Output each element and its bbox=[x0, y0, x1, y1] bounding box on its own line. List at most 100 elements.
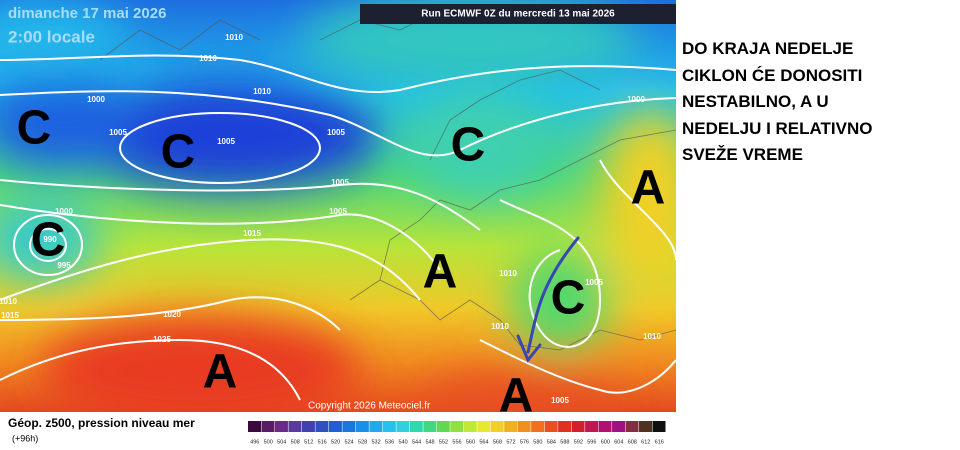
isobar-label: 1010 bbox=[499, 269, 517, 278]
scale-swatch bbox=[598, 421, 612, 432]
color-scale: 496 500 504 508 512 516 520 524 528 532 536 540 544 5… bbox=[248, 421, 666, 445]
time-label: 2:00 locale bbox=[8, 27, 95, 46]
scale-label: 544 bbox=[412, 439, 421, 445]
isobar-label: 1000 bbox=[55, 207, 73, 216]
isobar-label: 1005 bbox=[327, 128, 345, 137]
scale-label: 576 bbox=[520, 439, 529, 445]
map: 1010 1010 1010 1000 1005 1005 1005 1005 1005 1000… bbox=[0, 0, 676, 445]
scale-label: 516 bbox=[318, 439, 327, 445]
isobar-label: 1005 bbox=[217, 137, 235, 146]
scale-label: 548 bbox=[425, 439, 434, 445]
scale-label: 520 bbox=[331, 439, 340, 445]
scale-label: 588 bbox=[560, 439, 569, 445]
scale-label: 600 bbox=[601, 439, 610, 445]
scale-label: 608 bbox=[628, 439, 637, 445]
isobar-label: 1010 bbox=[253, 87, 271, 96]
caption: DO KRAJA NEDELJE CIKLON ĆE DONOSITI NESTAB… bbox=[682, 36, 952, 169]
isobar-label: 1010 bbox=[491, 322, 509, 331]
scale-label: 564 bbox=[479, 439, 488, 445]
scale-swatch bbox=[274, 421, 288, 432]
isobar bbox=[599, 159, 676, 261]
scale-label: 572 bbox=[506, 439, 515, 445]
isobar-label: 1010 bbox=[643, 332, 661, 341]
scale-swatch bbox=[436, 421, 450, 432]
scale-label: 616 bbox=[655, 439, 664, 445]
pressure-system: C bbox=[551, 272, 586, 325]
scale-swatch bbox=[531, 421, 545, 432]
isobar bbox=[29, 228, 67, 262]
isobar bbox=[0, 54, 676, 94]
isobar-label: 1005 bbox=[109, 128, 127, 137]
scale-swatch bbox=[571, 421, 585, 432]
caption-line: DO KRAJA NEDELJE bbox=[682, 39, 854, 58]
caption-line: CIKLON ĆE DONOSITI bbox=[682, 65, 863, 85]
isobars bbox=[0, 54, 676, 401]
isobar bbox=[479, 339, 676, 394]
scale-label: 596 bbox=[587, 439, 596, 445]
isobar-label: 1000 bbox=[627, 95, 645, 104]
caption-line: SVEŽE VREME bbox=[682, 145, 803, 164]
blob bbox=[420, 375, 620, 412]
blob bbox=[410, 100, 550, 200]
scale-label: 556 bbox=[452, 439, 461, 445]
scale-swatch bbox=[585, 421, 599, 432]
isobar bbox=[0, 296, 341, 331]
pressure-system: C bbox=[31, 214, 66, 267]
blob bbox=[40, 315, 360, 412]
isobar-label: 1010 bbox=[225, 33, 243, 42]
isobar-label: 1005 bbox=[551, 396, 569, 405]
scale-swatch bbox=[315, 421, 329, 432]
caption-line: NEDELJU I RELATIVNO bbox=[682, 118, 873, 138]
scale-swatch bbox=[639, 421, 653, 432]
scale-swatch bbox=[612, 421, 626, 432]
isobar-labels: 1010 1010 1010 1000 1005 1005 1005 1005 1005 1000… bbox=[0, 33, 661, 405]
annotation-arrow bbox=[516, 236, 580, 363]
map-field: 1010 1010 1010 1000 1005 1005 1005 1005 1005 1000… bbox=[0, 0, 676, 412]
scale-swatch bbox=[342, 421, 356, 432]
scale-label: 528 bbox=[358, 439, 367, 445]
scale-label: 512 bbox=[304, 439, 313, 445]
scale-swatch bbox=[544, 421, 558, 432]
isobar-label: 1010 bbox=[199, 54, 217, 63]
coastline bbox=[349, 279, 676, 351]
run-banner bbox=[360, 4, 676, 24]
isobar-label: 1005 bbox=[585, 278, 603, 287]
scale-label: 584 bbox=[547, 439, 556, 445]
scale-label: 536 bbox=[385, 439, 394, 445]
isobar bbox=[0, 238, 421, 301]
scale-swatch bbox=[423, 421, 437, 432]
pressure-system: A bbox=[631, 162, 666, 215]
blob bbox=[600, 110, 676, 290]
coastline bbox=[99, 19, 261, 61]
isobar-label: 1000 bbox=[87, 95, 105, 104]
pressure-system: A bbox=[203, 346, 238, 399]
scale-swatch bbox=[409, 421, 423, 432]
legend-lead: (+96h) bbox=[12, 433, 38, 443]
scale-label: 496 bbox=[250, 439, 259, 445]
isobar bbox=[0, 204, 441, 271]
scale-swatch bbox=[517, 421, 531, 432]
scale-swatch bbox=[301, 421, 315, 432]
scale-label: 500 bbox=[264, 439, 273, 445]
scale-swatch bbox=[463, 421, 477, 432]
pressure-system: A bbox=[423, 246, 458, 299]
coastline bbox=[379, 129, 676, 281]
legend-title: Géop. z500, pression niveau mer bbox=[8, 416, 195, 430]
scale-swatch bbox=[477, 421, 491, 432]
pressure-system: C bbox=[161, 126, 196, 179]
scale-swatch bbox=[504, 421, 518, 432]
copyright: Copyright 2026 Meteociel.fr bbox=[308, 401, 431, 412]
isobar-label: 995 bbox=[57, 261, 71, 270]
isobar-label: 1015 bbox=[243, 229, 261, 238]
pressure-system: C bbox=[451, 119, 486, 172]
scale-swatch bbox=[652, 421, 666, 432]
scale-swatch bbox=[396, 421, 410, 432]
scale-swatch bbox=[625, 421, 639, 432]
scale-label: 552 bbox=[439, 439, 448, 445]
scale-label: 504 bbox=[277, 439, 286, 445]
blob bbox=[0, 70, 140, 170]
isobar bbox=[0, 90, 676, 157]
scale-label: 568 bbox=[493, 439, 502, 445]
isobar bbox=[0, 179, 481, 231]
